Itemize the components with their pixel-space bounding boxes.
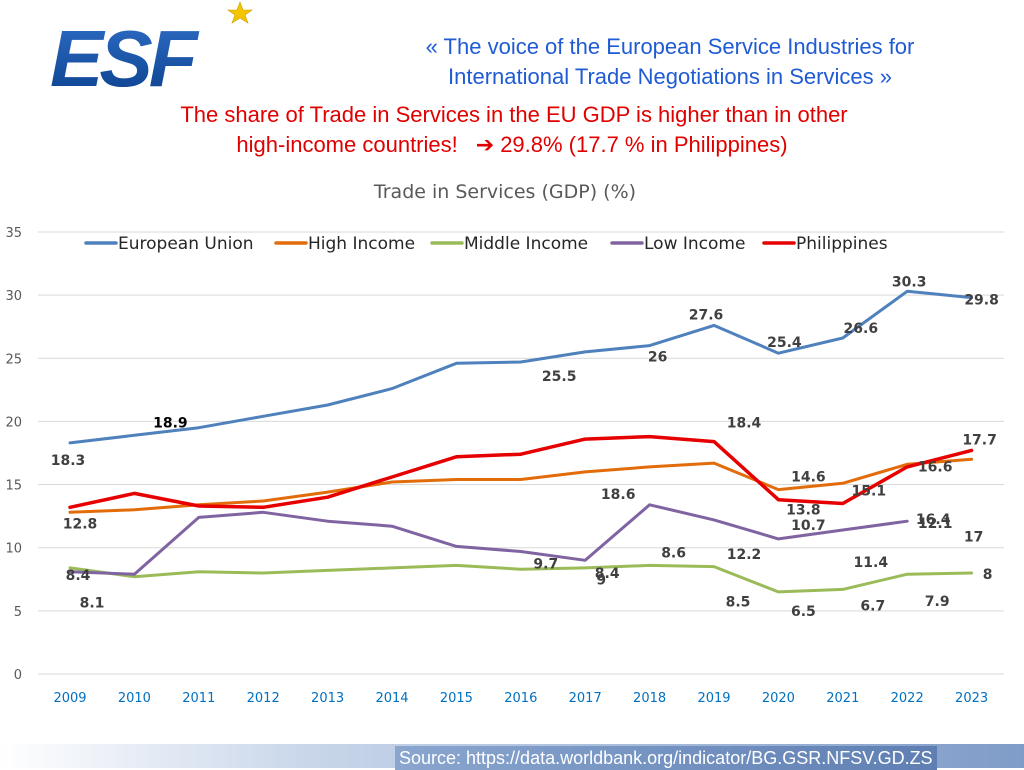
x-tick-label: 2014 — [375, 691, 408, 706]
data-label: 17.7 — [962, 432, 997, 448]
chart-title: Trade in Services (GDP) (%) — [373, 181, 637, 203]
headline-line-2: high-income countries! ➔ 29.8% (17.7 % in … — [0, 130, 1024, 160]
esf-logo: ESF — [50, 1, 253, 100]
data-label: 26.6 — [844, 321, 879, 337]
x-tick-label: 2022 — [891, 691, 924, 706]
esf-logo-letters: ESF — [50, 14, 204, 100]
data-label: 8.4 — [66, 568, 91, 584]
x-tick-label: 2018 — [633, 691, 666, 706]
logo-text: ESF — [50, 14, 200, 100]
y-axis-tick-labels: 0 5 10 15 20 25 30 35 — [5, 226, 22, 683]
x-tick-label: 2011 — [182, 691, 215, 706]
data-label: 12.1 — [918, 516, 953, 532]
data-label: 9 — [596, 572, 606, 588]
data-label: 25.4 — [767, 335, 802, 351]
series-line-low — [68, 503, 909, 576]
series-line-high — [68, 457, 974, 514]
chart-legend: European Union High Income Middle Income Lo… — [84, 234, 888, 254]
x-tick-label: 2019 — [697, 691, 730, 706]
tagline-line-2: International Trade Negotiations in Serv… — [448, 64, 892, 89]
headline-line-1: The share of Trade in Services in the EU… — [180, 102, 848, 127]
series-line-philippines — [68, 434, 974, 510]
data-label: 18.3 — [51, 453, 86, 469]
data-label: 8 — [983, 567, 993, 583]
y-tick-label: 35 — [5, 226, 22, 241]
x-tick-label: 2021 — [826, 691, 859, 706]
x-tick-label: 2023 — [955, 691, 988, 706]
data-label: 12.8 — [63, 516, 98, 532]
source-citation: Source: https://data.worldbank.org/indic… — [395, 746, 937, 770]
data-label: 17 — [964, 529, 983, 545]
data-label: 16.4 — [916, 512, 951, 528]
x-axis-tick-labels: 2009 2010 2011 2012 2013 2014 2015 2016 2017 2018… — [53, 691, 988, 706]
data-label: 12.2 — [727, 547, 762, 563]
data-label: 30.3 — [892, 274, 927, 290]
data-label: 13.8 — [786, 503, 821, 519]
y-tick-label: 15 — [5, 479, 22, 494]
y-tick-label: 5 — [14, 605, 22, 620]
x-tick-label: 2012 — [247, 691, 280, 706]
x-tick-label: 2016 — [504, 691, 537, 706]
tagline: « The voice of the European Service Indu… — [300, 32, 1024, 92]
x-tick-label: 2015 — [440, 691, 473, 706]
data-label: 8.6 — [661, 545, 686, 561]
chart-series-lines — [68, 289, 974, 594]
x-tick-label: 2010 — [118, 691, 151, 706]
series-line-middle — [68, 563, 974, 594]
x-tick-label: 2020 — [762, 691, 795, 706]
data-label: 6.5 — [791, 604, 816, 620]
data-label: 27.6 — [689, 307, 724, 323]
data-label: 26 — [648, 350, 667, 366]
data-label: 29.8 — [964, 293, 999, 309]
data-label: 18.9 — [153, 415, 188, 431]
data-label: 8.4 — [595, 566, 620, 582]
y-tick-label: 25 — [5, 352, 22, 367]
legend-label-high: High Income — [308, 234, 415, 254]
y-tick-label: 0 — [14, 668, 22, 683]
data-label: 11.4 — [854, 555, 889, 571]
x-tick-label: 2009 — [53, 691, 86, 706]
headline-line-2-prefix: high-income countries! — [236, 132, 458, 157]
data-label: 16.6 — [918, 459, 953, 475]
data-label: 25.5 — [542, 369, 577, 385]
data-label: 7.9 — [925, 594, 950, 610]
x-tick-label: 2013 — [311, 691, 344, 706]
x-tick-label: 2017 — [569, 691, 602, 706]
data-label: 15.1 — [852, 483, 887, 499]
data-label: 18.4 — [727, 416, 762, 432]
tagline-line-1: « The voice of the European Service Indu… — [425, 34, 915, 59]
data-label: 18.6 — [601, 487, 636, 503]
data-label: 8.1 — [80, 596, 105, 612]
data-label: 14.6 — [791, 470, 826, 486]
chart-gridlines — [38, 231, 1004, 675]
right-arrow-icon: ➔ — [475, 132, 495, 157]
y-tick-label: 10 — [5, 542, 22, 557]
legend-label-philippines: Philippines — [796, 234, 888, 254]
y-tick-label: 20 — [5, 415, 22, 430]
data-label: 8.5 — [726, 595, 751, 611]
series-line-eu — [68, 289, 974, 445]
legend-label-low: Low Income — [644, 234, 745, 254]
data-label: 9.7 — [533, 556, 558, 572]
headline-line-2-suffix: 29.8% (17.7 % in Philippines) — [500, 132, 788, 157]
chart-data-labels: 18.3 18.9 25.5 26 27.6 25.4 26.6 30.3 29.8 12.8 8.… — [51, 274, 999, 620]
legend-label-eu: European Union — [118, 234, 254, 254]
legend-label-middle: Middle Income — [464, 234, 588, 254]
headline: The share of Trade in Services in the EU… — [0, 100, 1024, 160]
data-label: 6.7 — [860, 598, 885, 614]
data-label: 10.7 — [791, 518, 826, 534]
star-icon — [227, 1, 253, 24]
y-tick-label: 30 — [5, 289, 22, 304]
